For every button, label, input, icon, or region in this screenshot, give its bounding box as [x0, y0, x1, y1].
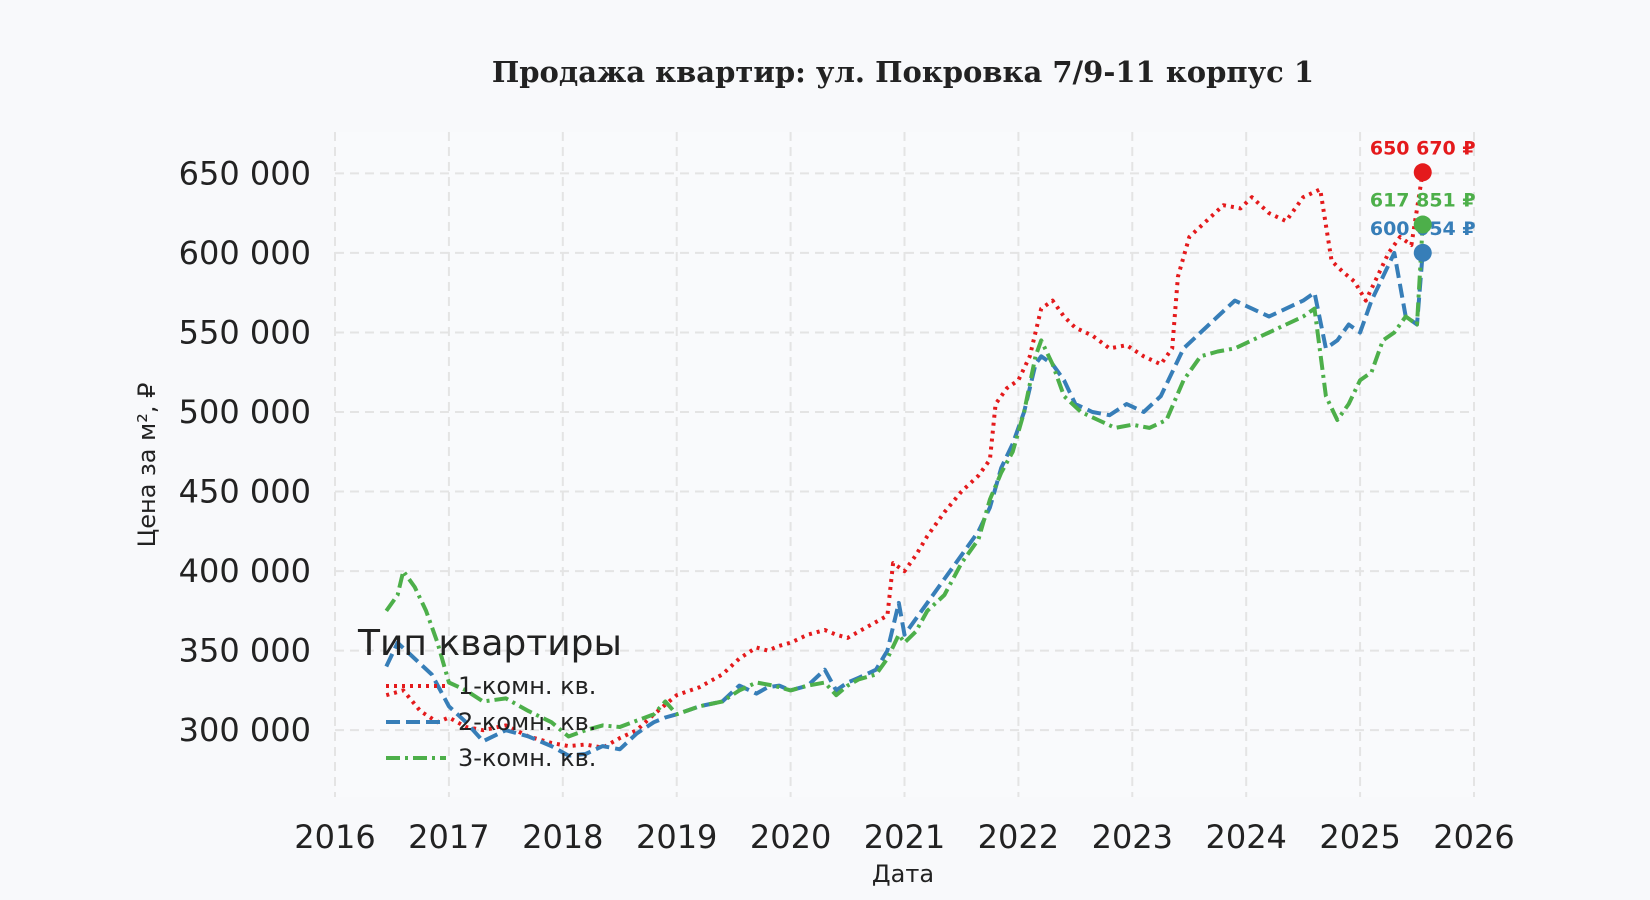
legend: Тип квартиры 1-комн. кв. 2-комн. кв. 3-ком… — [357, 623, 622, 772]
end-point-3 — [1413, 215, 1432, 234]
legend-items: 1-комн. кв. 2-комн. кв. 3-комн. кв. — [386, 672, 596, 772]
x-tick-label: 2018 — [522, 818, 603, 856]
chart-title: Продажа квартир: ул. Покровка 7/9-11 кор… — [492, 55, 1314, 89]
x-tick-label: 2016 — [294, 818, 375, 856]
y-tick-label: 450 000 — [179, 473, 311, 511]
x-tick-label: 2025 — [1319, 818, 1400, 856]
y-axis-label: Цена за м², ₽ — [133, 383, 161, 548]
x-tick-label: 2021 — [864, 818, 945, 856]
series-line-1 — [385, 171, 1425, 750]
series-line-2 — [384, 250, 1425, 758]
x-axis-label: Дата — [872, 860, 934, 888]
end-point-2 — [1413, 243, 1432, 262]
grid — [334, 132, 1475, 797]
x-tick-label: 2017 — [408, 818, 489, 856]
x-tick-label: 2026 — [1433, 818, 1514, 856]
y-tick-label: 400 000 — [179, 552, 311, 590]
x-tick-label: 2022 — [978, 818, 1059, 856]
y-axis-ticks: 300 000 350 000 400 000 450 000 500 000 550 0… — [179, 154, 311, 749]
x-tick-label: 2019 — [636, 818, 717, 856]
series-line-3 — [384, 224, 1425, 739]
x-tick-label: 2024 — [1205, 818, 1286, 856]
y-tick-label: 500 000 — [179, 393, 311, 431]
y-tick-label: 350 000 — [179, 632, 311, 670]
x-axis-ticks: 2016 2017 2018 2019 2020 2021 2022 2023 2024 2025… — [294, 818, 1514, 856]
x-tick-label: 2020 — [750, 818, 831, 856]
end-points: 650 670 ₽600 054 ₽617 851 ₽ — [1370, 137, 1476, 262]
legend-title: Тип квартиры — [357, 623, 622, 664]
legend-label-1: 1-комн. кв. — [458, 672, 596, 700]
y-tick-label: 550 000 — [179, 313, 311, 351]
end-value-label-3: 617 851 ₽ — [1370, 190, 1476, 212]
series-layer — [384, 171, 1425, 758]
y-tick-label: 600 000 — [179, 234, 311, 272]
y-tick-label: 650 000 — [179, 154, 311, 192]
legend-label-3: 3-комн. кв. — [458, 744, 596, 772]
y-tick-label: 300 000 — [179, 711, 311, 749]
end-value-label-1: 650 670 ₽ — [1370, 137, 1476, 159]
end-point-1 — [1413, 163, 1432, 182]
x-tick-label: 2023 — [1092, 818, 1173, 856]
legend-label-2: 2-комн. кв. — [458, 708, 596, 736]
